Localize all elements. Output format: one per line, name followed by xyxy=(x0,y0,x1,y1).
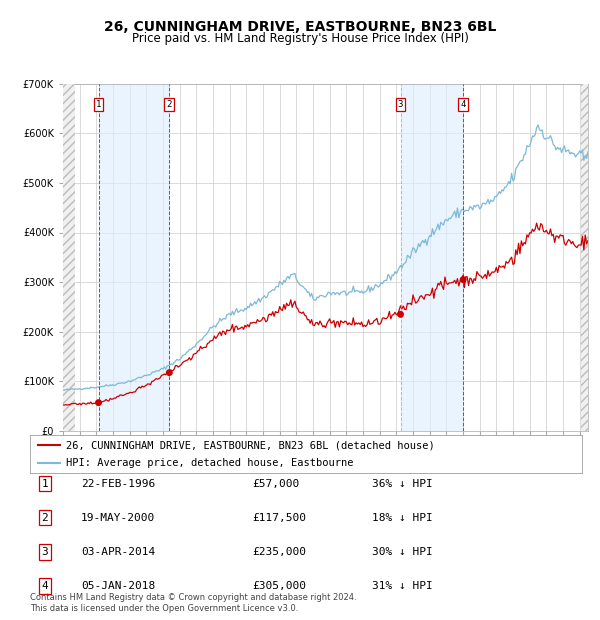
Text: 2: 2 xyxy=(167,100,172,109)
Text: 36% ↓ HPI: 36% ↓ HPI xyxy=(372,479,433,489)
Bar xyxy=(98,84,169,431)
Text: 18% ↓ HPI: 18% ↓ HPI xyxy=(372,513,433,523)
Text: £305,000: £305,000 xyxy=(252,581,306,591)
Text: Contains HM Land Registry data © Crown copyright and database right 2024.
This d: Contains HM Land Registry data © Crown c… xyxy=(30,593,356,613)
Point xyxy=(164,368,174,378)
Point xyxy=(396,309,406,319)
Text: 19-MAY-2000: 19-MAY-2000 xyxy=(81,513,155,523)
Text: £235,000: £235,000 xyxy=(252,547,306,557)
Text: 4: 4 xyxy=(41,581,49,591)
Text: 1: 1 xyxy=(41,479,49,489)
Text: 30% ↓ HPI: 30% ↓ HPI xyxy=(372,547,433,557)
Text: 31% ↓ HPI: 31% ↓ HPI xyxy=(372,581,433,591)
Text: 2: 2 xyxy=(41,513,49,523)
Text: 1: 1 xyxy=(96,100,101,109)
Point xyxy=(94,397,103,407)
Text: 26, CUNNINGHAM DRIVE, EASTBOURNE, BN23 6BL (detached house): 26, CUNNINGHAM DRIVE, EASTBOURNE, BN23 6… xyxy=(66,440,434,450)
Text: 3: 3 xyxy=(398,100,403,109)
Text: 03-APR-2014: 03-APR-2014 xyxy=(81,547,155,557)
Text: £117,500: £117,500 xyxy=(252,513,306,523)
Text: 3: 3 xyxy=(41,547,49,557)
Bar xyxy=(401,84,463,431)
Bar xyxy=(581,84,588,431)
Text: 22-FEB-1996: 22-FEB-1996 xyxy=(81,479,155,489)
Text: Price paid vs. HM Land Registry's House Price Index (HPI): Price paid vs. HM Land Registry's House … xyxy=(131,32,469,45)
Text: 26, CUNNINGHAM DRIVE, EASTBOURNE, BN23 6BL: 26, CUNNINGHAM DRIVE, EASTBOURNE, BN23 6… xyxy=(104,20,496,34)
Point xyxy=(458,275,468,285)
Bar xyxy=(63,84,74,431)
Text: £57,000: £57,000 xyxy=(252,479,299,489)
Text: 4: 4 xyxy=(460,100,466,109)
Text: 05-JAN-2018: 05-JAN-2018 xyxy=(81,581,155,591)
Text: HPI: Average price, detached house, Eastbourne: HPI: Average price, detached house, East… xyxy=(66,458,353,469)
